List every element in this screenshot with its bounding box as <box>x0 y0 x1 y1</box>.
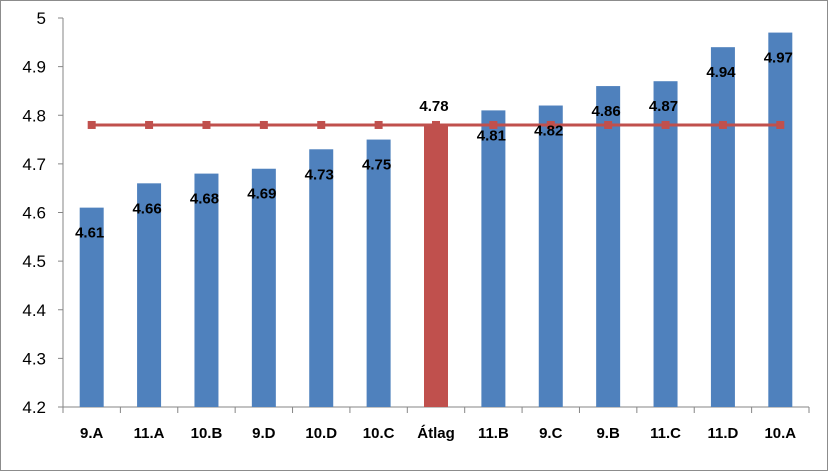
reference-marker <box>489 120 498 129</box>
data-label: 4.78 <box>419 98 448 115</box>
reference-marker <box>145 120 154 129</box>
x-axis: 9.A 11.A 10.B 9.D 10.D 10.C Átlag 11.B 9.C 9.B 11.… <box>62 406 810 442</box>
reference-marker <box>432 120 440 129</box>
bar-average <box>424 124 448 407</box>
x-tick-label: 10.A <box>764 425 796 442</box>
reference-marker <box>546 120 555 129</box>
data-label: 4.87 <box>649 98 678 115</box>
reference-marker <box>87 120 96 129</box>
data-label: 4.68 <box>190 191 219 208</box>
x-tick-label: 9.D <box>252 425 276 442</box>
bar <box>251 168 276 407</box>
x-tick-label: 11.A <box>134 425 165 442</box>
reference-marker <box>718 120 727 129</box>
y-axis: 4.2 4.3 4.4 4.5 4.6 4.7 4.8 4.9 5 <box>22 9 64 417</box>
y-tick-label: 4.6 <box>22 204 46 223</box>
x-tick-label: Átlag <box>417 425 455 442</box>
data-label: 4.61 <box>75 225 104 242</box>
x-tick-label: 9.B <box>596 425 620 442</box>
y-tick-label: 4.4 <box>22 301 46 320</box>
bar <box>309 149 334 407</box>
x-tick-label: 9.C <box>539 425 563 442</box>
bar <box>768 32 793 408</box>
bar <box>194 173 219 407</box>
bar <box>366 139 391 407</box>
reference-marker <box>317 120 326 129</box>
bar <box>137 183 162 407</box>
data-label: 4.75 <box>362 157 391 174</box>
reference-marker <box>259 120 268 129</box>
x-tick-label: 10.D <box>305 425 337 442</box>
bars <box>79 32 793 408</box>
x-tick-label: 10.C <box>363 425 395 442</box>
data-label: 4.97 <box>764 50 793 67</box>
y-tick-label: 4.7 <box>22 155 46 174</box>
x-tick-label: 11.D <box>707 425 738 442</box>
reference-marker <box>776 120 785 129</box>
average-reference-line <box>87 120 785 129</box>
data-label: 4.81 <box>477 127 506 144</box>
y-tick-label: 4.3 <box>22 349 46 368</box>
bar <box>653 81 678 408</box>
bar <box>596 86 621 407</box>
reference-marker <box>604 120 613 129</box>
y-tick-label: 4.8 <box>22 106 46 125</box>
bar <box>710 47 735 408</box>
bar <box>79 207 104 407</box>
bar <box>538 105 563 408</box>
x-tick-label: 10.B <box>191 425 223 442</box>
reference-marker <box>661 120 670 129</box>
x-tick-label: 11.B <box>478 425 509 442</box>
data-label: 4.82 <box>534 123 563 140</box>
data-label: 4.69 <box>247 186 276 203</box>
reference-marker <box>202 120 211 129</box>
x-tick-label: 11.C <box>650 425 681 442</box>
data-label: 4.86 <box>592 103 621 120</box>
x-tick-label: 9.A <box>80 425 104 442</box>
y-tick-label: 4.5 <box>22 252 46 271</box>
y-tick-label: 5 <box>37 9 46 28</box>
bar <box>481 110 506 407</box>
data-label: 4.94 <box>706 64 736 81</box>
data-labels: 4.61 4.66 4.68 4.69 4.73 4.75 4.78 4.81 4.82 4.86… <box>75 50 793 242</box>
data-label: 4.73 <box>305 166 334 183</box>
y-tick-label: 4.9 <box>22 58 46 77</box>
reference-marker <box>374 120 383 129</box>
data-label: 4.66 <box>132 200 161 217</box>
y-tick-label: 4.2 <box>22 398 46 417</box>
